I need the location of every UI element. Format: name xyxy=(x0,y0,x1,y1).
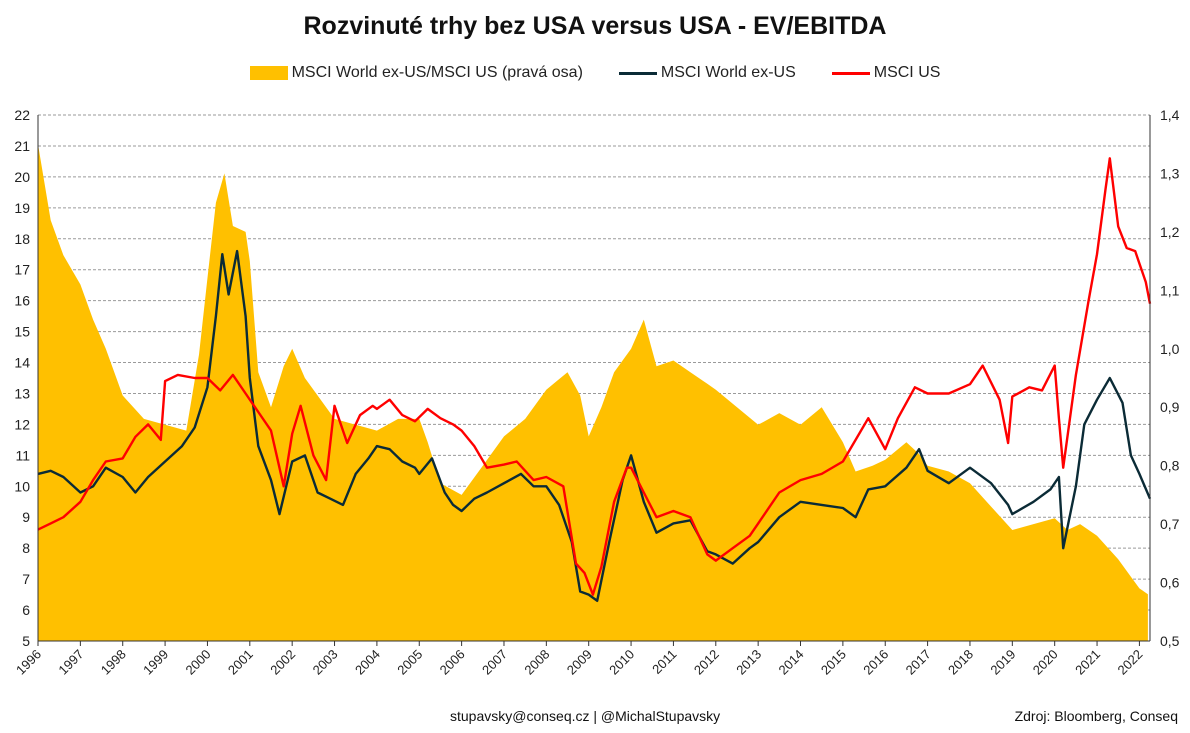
ratio-area-layer xyxy=(38,144,1148,641)
x-tick-1998: 1998 xyxy=(98,647,129,678)
y-right-tick-1-3: 1,3 xyxy=(1160,165,1180,181)
x-tick-2016: 2016 xyxy=(860,647,891,678)
x-tick-2003: 2003 xyxy=(310,647,341,678)
legend-label-ratio: MSCI World ex-US/MSCI US (pravá osa) xyxy=(291,64,583,81)
y-left-tick-17: 17 xyxy=(14,262,30,278)
x-tick-2022: 2022 xyxy=(1114,647,1145,678)
x-tick-2013: 2013 xyxy=(733,647,764,678)
y-right-tick-0-6: 0,6 xyxy=(1160,575,1180,591)
x-tick-2020: 2020 xyxy=(1030,647,1061,678)
x-tick-2009: 2009 xyxy=(564,647,595,678)
x-tick-2000: 2000 xyxy=(183,647,214,678)
x-tick-2004: 2004 xyxy=(352,647,383,678)
y-left-tick-9: 9 xyxy=(22,509,30,525)
y-right-tick-0-8: 0,8 xyxy=(1160,458,1180,474)
y-right-tick-0-5: 0,5 xyxy=(1160,633,1180,649)
y-left-tick-12: 12 xyxy=(14,416,30,432)
y-right-tick-1-1: 1,1 xyxy=(1160,282,1180,298)
x-tick-2008: 2008 xyxy=(521,647,552,678)
legend-swatch-msci-us xyxy=(831,71,870,75)
x-tick-2017: 2017 xyxy=(903,647,934,678)
series-line-msci-us xyxy=(37,157,1152,596)
legend-label-msci-us: MSCI US xyxy=(873,64,941,81)
footer-source: Zdroj: Bloomberg, Conseq xyxy=(1014,708,1178,724)
y-left-tick-16: 16 xyxy=(14,293,30,309)
x-tick-2002: 2002 xyxy=(267,647,298,678)
y-left-tick-13: 13 xyxy=(14,385,30,401)
series-area-ratio xyxy=(38,144,1148,641)
x-tick-2006: 2006 xyxy=(437,647,468,678)
y-right-tick-1-2: 1,2 xyxy=(1160,224,1180,240)
x-tick-2010: 2010 xyxy=(606,647,637,678)
y-left-tick-18: 18 xyxy=(14,231,30,247)
series-line-world-ex-us xyxy=(37,249,1152,602)
y-left-tick-8: 8 xyxy=(22,540,30,556)
y-left-tick-15: 15 xyxy=(14,324,30,340)
x-tick-2012: 2012 xyxy=(691,647,722,678)
y-left-tick-22: 22 xyxy=(14,107,30,123)
x-tick-1997: 1997 xyxy=(55,647,86,678)
y-left-tick-14: 14 xyxy=(14,355,30,371)
y-right-tick-0-7: 0,7 xyxy=(1160,516,1180,532)
chart-title: Rozvinuté trhy bez USA versus USA - EV/E… xyxy=(303,12,887,40)
x-tick-2018: 2018 xyxy=(945,647,976,678)
legend-item-msci-us: MSCI US xyxy=(831,64,941,82)
y-right-tick-0-9: 0,9 xyxy=(1160,399,1180,415)
x-tick-2019: 2019 xyxy=(987,647,1018,678)
y-left-tick-7: 7 xyxy=(22,571,30,587)
y-left-tick-21: 21 xyxy=(14,138,30,154)
legend-item-ratio: MSCI World ex-US/MSCI US (pravá osa) xyxy=(249,64,583,82)
y-right-tick-1-4: 1,4 xyxy=(1160,107,1180,123)
y-left-tick-10: 10 xyxy=(14,478,30,494)
legend-swatch-ratio xyxy=(249,66,288,80)
legend-swatch-world-ex-us xyxy=(618,71,657,75)
x-tick-2021: 2021 xyxy=(1072,647,1103,678)
legend-label-world-ex-us: MSCI World ex-US xyxy=(660,64,796,81)
x-tick-2007: 2007 xyxy=(479,647,510,678)
footer-contact: stupavsky@conseq.cz | @MichalStupavsky xyxy=(450,708,721,724)
y-left-tick-11: 11 xyxy=(15,447,30,463)
y-left-tick-20: 20 xyxy=(14,169,30,185)
y-right-tick-1-0: 1,0 xyxy=(1160,341,1180,357)
x-tick-1999: 1999 xyxy=(140,647,171,678)
x-tick-2005: 2005 xyxy=(394,647,425,678)
x-tick-2014: 2014 xyxy=(776,647,807,678)
x-tick-2001: 2001 xyxy=(225,647,256,678)
y-left-tick-6: 6 xyxy=(22,602,30,618)
y-left-tick-5: 5 xyxy=(22,633,30,649)
x-tick-2015: 2015 xyxy=(818,647,849,678)
x-tick-1996: 1996 xyxy=(13,647,44,678)
legend-item-world-ex-us: MSCI World ex-US xyxy=(618,64,796,82)
y-left-tick-19: 19 xyxy=(14,200,30,216)
series-lines-layer xyxy=(37,157,1152,602)
x-tick-2011: 2011 xyxy=(649,647,679,677)
legend: MSCI World ex-US/MSCI US (pravá osa) MSC… xyxy=(0,64,1190,82)
